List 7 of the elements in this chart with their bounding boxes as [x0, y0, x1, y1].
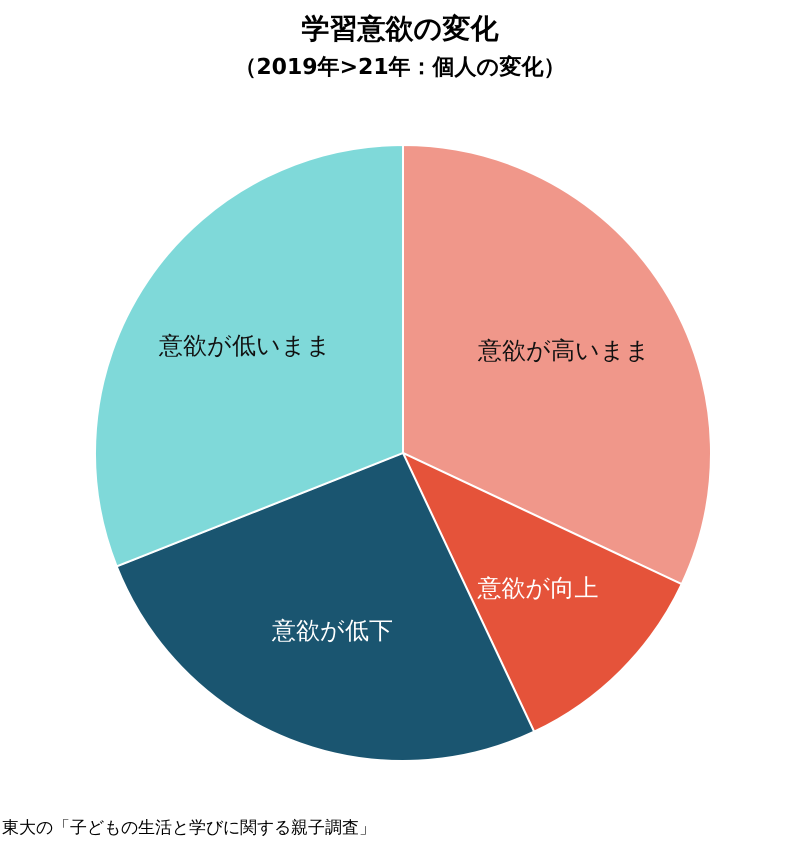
slice-label: 意欲が低下	[271, 616, 394, 645]
chart-subtitle: （2019年>21年：個人の変化）	[233, 54, 567, 82]
chart-title: 学習意欲の変化	[300, 11, 500, 47]
slice-label: 意欲が低いまま	[158, 332, 332, 360]
text: 東大の「子どもの生活と学びに関する親子調査」	[2, 817, 376, 839]
slice-label: 意欲が向上	[476, 574, 599, 602]
slice-label: 意欲が高いまま	[477, 336, 650, 365]
